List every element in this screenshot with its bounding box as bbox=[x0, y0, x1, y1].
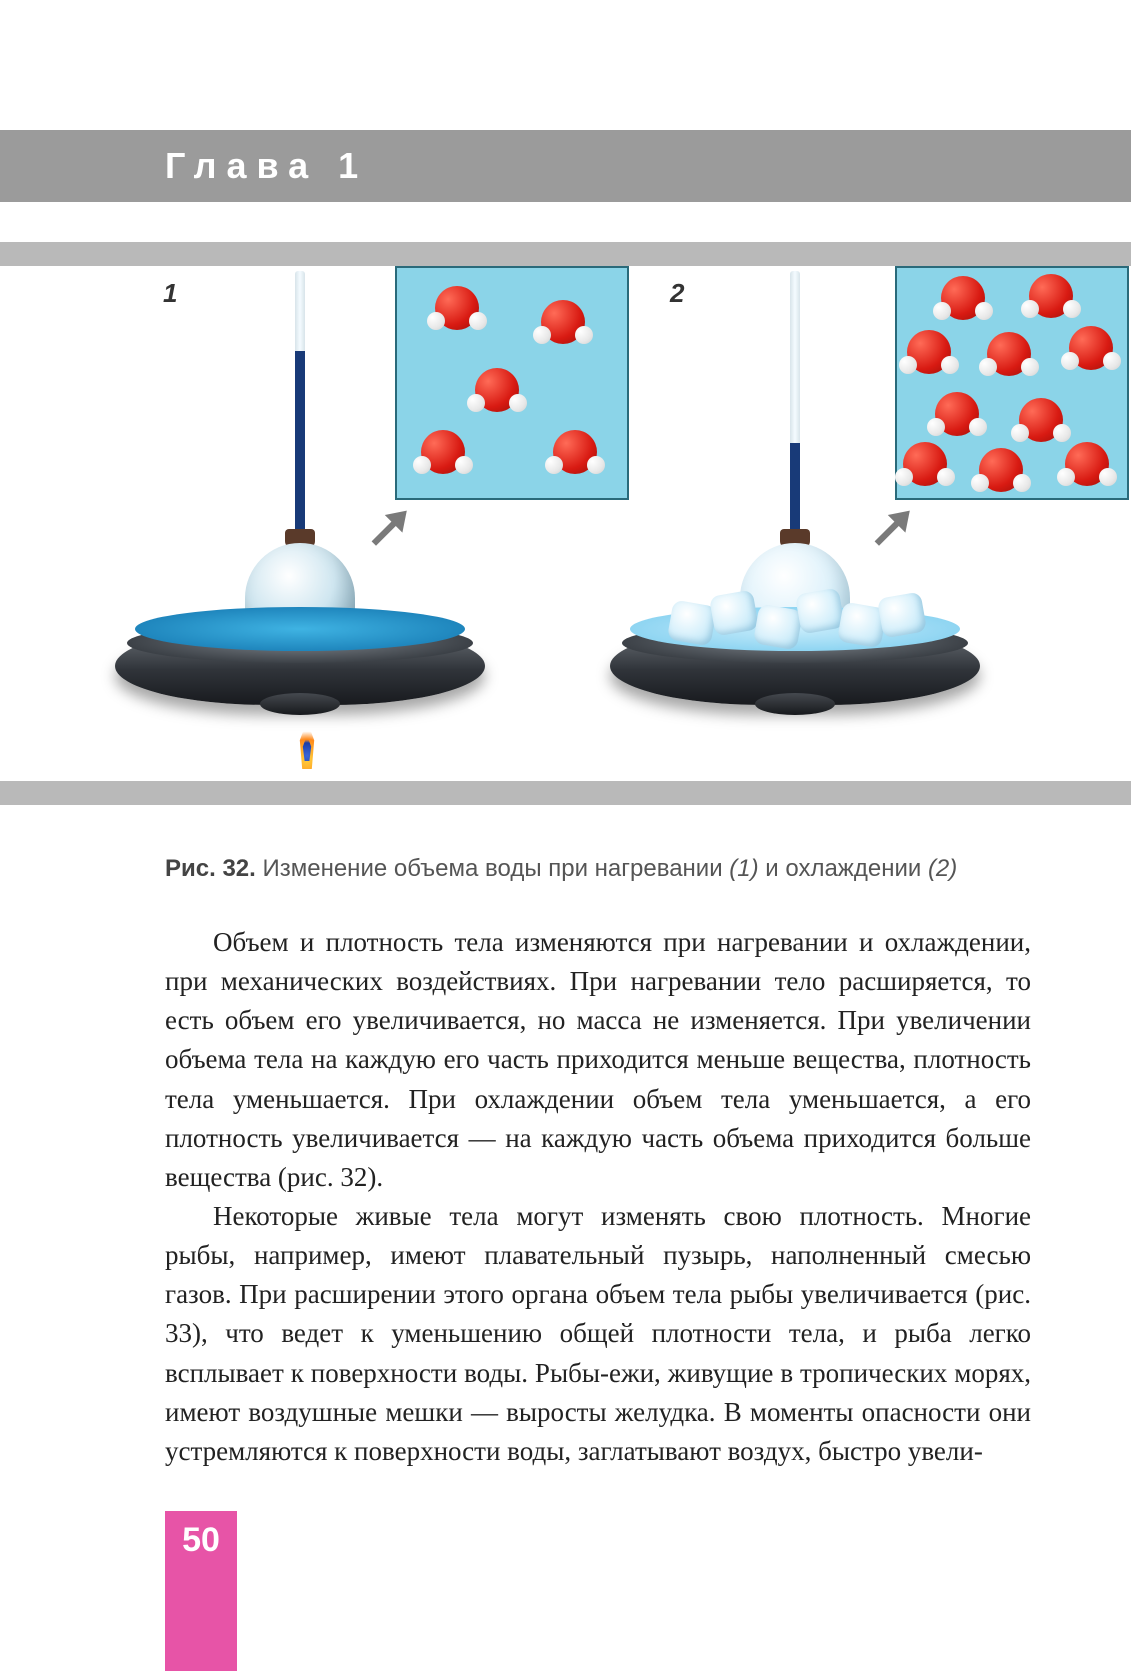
body-text: Объем и плотность тела изменяются при на… bbox=[165, 923, 1031, 1471]
paragraph: Объем и плотность тела изменяются при на… bbox=[165, 923, 1031, 1197]
page-number: 50 bbox=[165, 1511, 237, 1571]
figure-caption: Рис. 32. Изменение объема воды при нагре… bbox=[165, 855, 966, 883]
page-number-tail bbox=[165, 1571, 237, 1671]
flask-cooled bbox=[610, 271, 980, 731]
flame-icon bbox=[295, 721, 319, 769]
caption-label: Рис. 32. bbox=[165, 855, 256, 882]
figure-32: 1 bbox=[0, 242, 1131, 805]
flask-heated bbox=[115, 271, 485, 731]
chapter-title: Глава 1 bbox=[165, 145, 368, 187]
chapter-bar: Глава 1 bbox=[0, 130, 1131, 202]
paragraph: Некоторые живые тела могут изменять свою… bbox=[165, 1197, 1031, 1471]
